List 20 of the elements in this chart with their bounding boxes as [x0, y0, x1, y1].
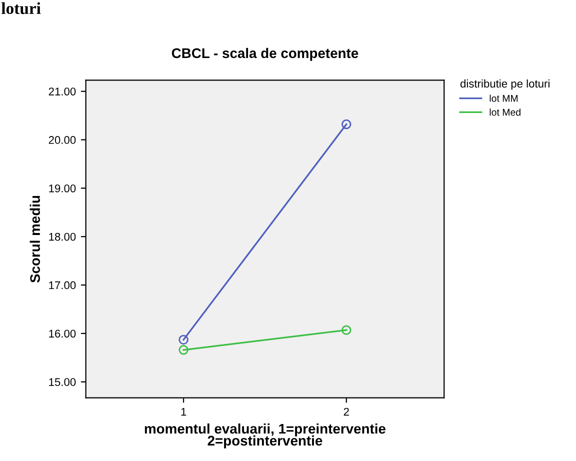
- y-tick-label: 20.00: [48, 136, 76, 144]
- legend-label: lot Med: [490, 108, 520, 116]
- legend-title: distributie pe loturi: [460, 79, 550, 90]
- x-tick-label: 2: [344, 408, 349, 416]
- y-tick-label: 15.00: [49, 378, 76, 386]
- y-tick-label: 19.00: [49, 184, 76, 192]
- chart-title: CBCL - scala de competente: [172, 48, 358, 61]
- text: loturi: [1, 2, 41, 14]
- point: [342, 325, 352, 335]
- point: [342, 119, 352, 130]
- y-tick-label: 21.00: [48, 88, 76, 96]
- x-tick-label: 1: [181, 408, 186, 416]
- y-axis-title: Scorul mediu: [30, 196, 40, 283]
- legend-label: lot MM: [490, 94, 518, 102]
- y-tick-label: 18.00: [49, 232, 76, 241]
- y-tick-label: 16.00: [49, 330, 76, 338]
- y-tick-label: 17.00: [49, 281, 76, 290]
- x-axis-title: momentul evaluarii, 1=preinterventie 2=postinterventie: [144, 423, 386, 448]
- point: [178, 334, 188, 345]
- point: [178, 345, 188, 355]
